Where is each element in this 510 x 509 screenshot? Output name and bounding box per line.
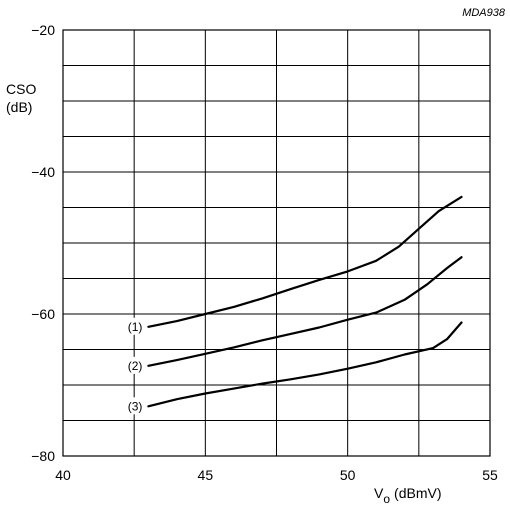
x-axis-label: Vo (dBmV) <box>374 485 441 506</box>
x-axis-label-main: V <box>374 485 384 501</box>
y-axis-label-line1: CSO <box>6 81 36 97</box>
y-tick-label: −20 <box>31 22 55 38</box>
series-line-2 <box>147 256 463 367</box>
y-tick-label: −80 <box>31 448 55 464</box>
series-layer: (1) (2) (3) <box>120 195 463 415</box>
x-tick-label: 55 <box>482 467 498 483</box>
series-label-bg <box>120 356 144 374</box>
x-axis-label-unit: (dBmV) <box>394 485 441 501</box>
y-tick-label: −40 <box>31 164 55 180</box>
grid <box>63 30 490 456</box>
x-tick-label: 40 <box>55 467 71 483</box>
series-label-2: (2) <box>128 359 143 373</box>
figure-id: MDA938 <box>462 7 506 19</box>
x-axis-label-sub: o <box>383 492 390 506</box>
series-label-bg <box>120 317 144 335</box>
plot-frame <box>62 29 491 457</box>
series-label-3: (3) <box>128 399 143 413</box>
series-label-1: (1) <box>128 320 143 334</box>
y-tick-label: −60 <box>31 306 55 322</box>
tick-labels: 40 45 50 55 −20 −40 −60 −80 <box>31 22 498 483</box>
x-tick-label: 45 <box>198 467 214 483</box>
series-line-1 <box>147 195 463 328</box>
series-line-3 <box>147 321 463 408</box>
y-axis-label-line2: (dB) <box>6 99 32 115</box>
series-label-bg <box>120 397 144 415</box>
x-tick-label: 50 <box>340 467 356 483</box>
